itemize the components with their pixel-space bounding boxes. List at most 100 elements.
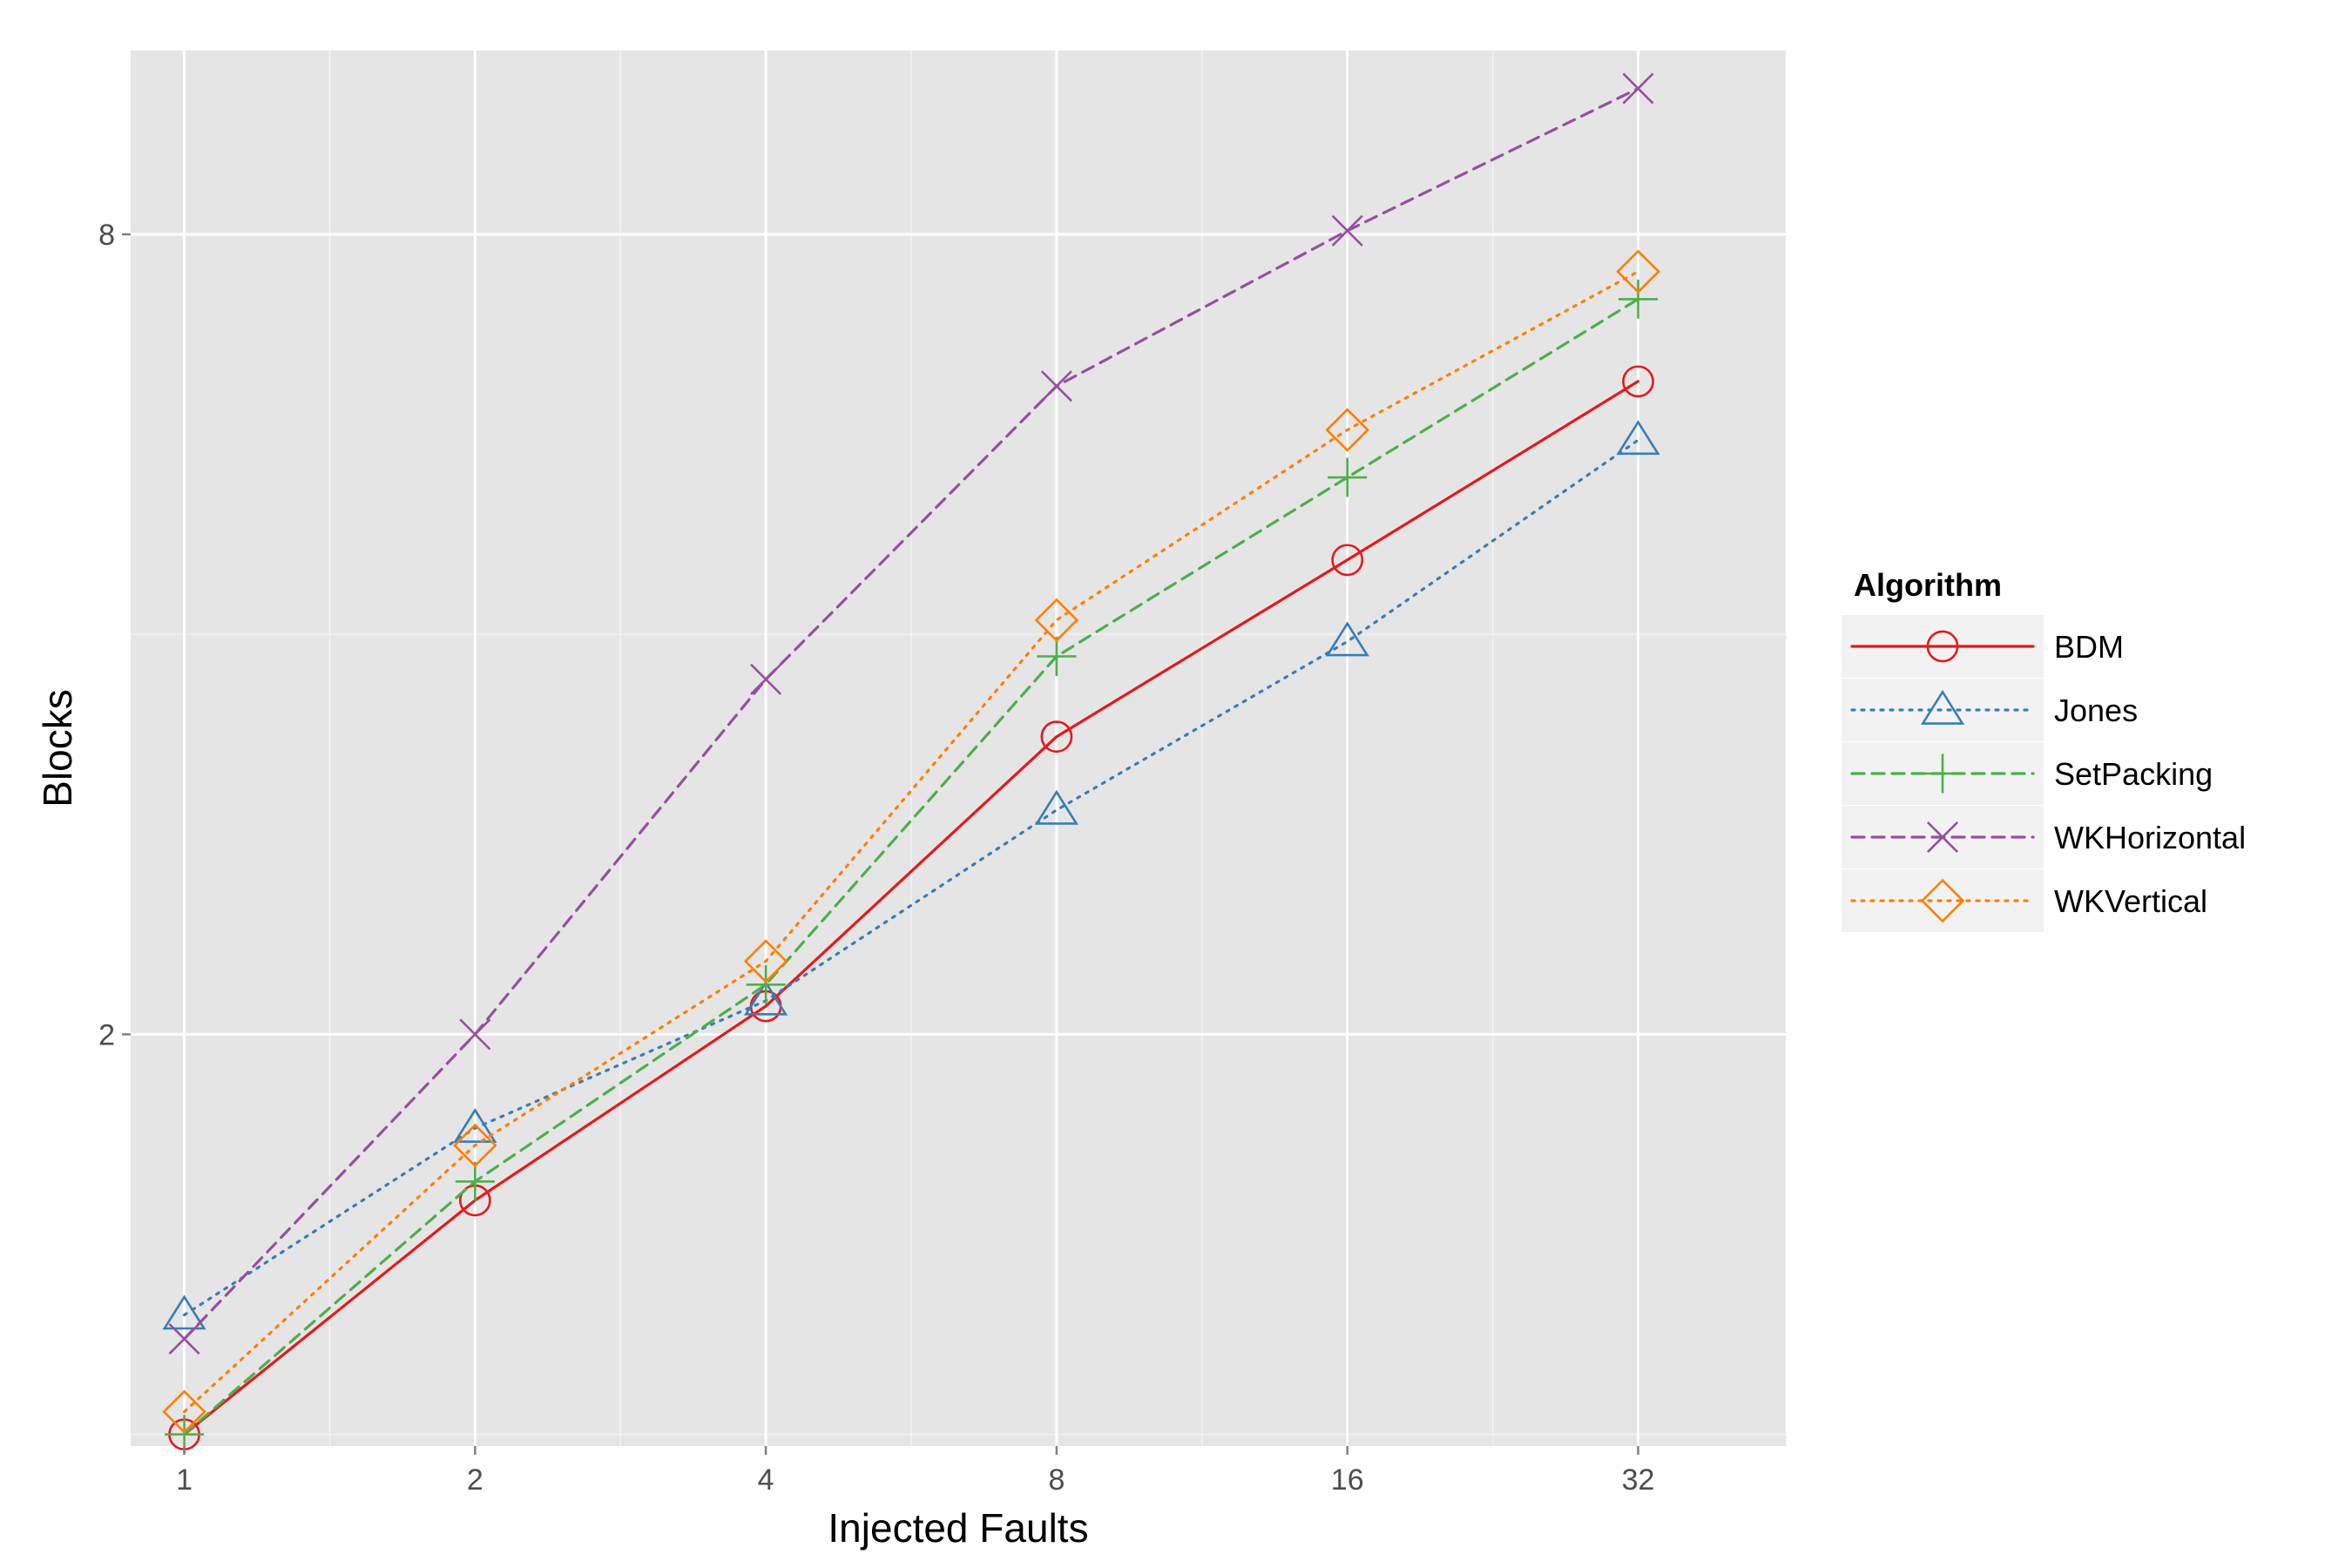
data-point-wkhorizontal-32: [1622, 72, 1654, 105]
data-point-bdm-32: [1622, 365, 1654, 398]
series-line-bdm: [183, 380, 1640, 1436]
cross-marker-b: [1040, 370, 1072, 402]
plus-marker: [1037, 637, 1077, 677]
minor-gridlines: [131, 51, 1786, 1446]
plus-marker: [1619, 279, 1659, 319]
data-point-jones-2: [453, 1107, 497, 1143]
data-point-wkvertical-2: [453, 1123, 497, 1168]
legend-item-setpacking: SetPacking: [1842, 742, 2213, 805]
diamond-marker: [453, 1123, 497, 1168]
circle-marker: [1331, 544, 1364, 577]
cross-marker-b: [1622, 72, 1654, 105]
cross-marker-b: [168, 1322, 200, 1355]
x-tick-label: 2: [467, 1463, 483, 1497]
data-point-jones-32: [1616, 420, 1660, 456]
triangle-marker: [1034, 789, 1079, 825]
data-point-setpacking-32: [1619, 279, 1659, 319]
data-point-setpacking-16: [1328, 457, 1368, 497]
axes-layer: 1 2 4 8 16 32 2 8: [98, 219, 1654, 1497]
series-layer: [162, 72, 1660, 1455]
series-wkvertical: [162, 249, 1660, 1434]
major-gridlines: [131, 51, 1786, 1446]
legend: Algorithm BDM Jones SetPacking WKHorizontal…: [1842, 567, 2246, 932]
data-point-wkhorizontal-1: [168, 1322, 200, 1355]
data-point-wkhorizontal-4: [750, 663, 782, 695]
legend-items: BDM Jones SetPacking WKHorizontal WKVertical: [1842, 615, 2246, 932]
data-point-jones-16: [1325, 621, 1369, 657]
cross-marker: [1331, 214, 1363, 247]
x-tick-label: 16: [1331, 1463, 1364, 1497]
triangle-marker: [1920, 689, 1965, 725]
triangle-marker: [162, 1294, 206, 1330]
legend-label-wkvertical: WKVertical: [2054, 883, 2207, 919]
cross-marker: [168, 1322, 200, 1355]
diamond-marker: [1325, 408, 1369, 452]
data-point-wkvertical-4: [743, 939, 788, 983]
diamond-marker: [1920, 878, 1965, 923]
series-setpacking: [165, 279, 1659, 1455]
series-line-wkhorizontal: [183, 86, 1640, 1341]
plus-marker: [1923, 754, 1963, 794]
legend-item-wkvertical: WKVertical: [1842, 869, 2207, 932]
diamond-marker: [1616, 249, 1660, 294]
circle-marker: [1040, 720, 1073, 754]
circle-marker: [1622, 365, 1654, 398]
data-point-jones-1: [162, 1294, 206, 1330]
data-point-wkvertical-32: [1616, 249, 1660, 294]
legend-label-setpacking: SetPacking: [2054, 756, 2213, 792]
series-line-setpacking: [183, 297, 1640, 1436]
legend-label-jones: Jones: [2054, 693, 2138, 728]
data-point-setpacking-2: [455, 1161, 495, 1201]
data-point-setpacking-8: [1037, 637, 1077, 677]
triangle-marker: [744, 980, 788, 1016]
legend-item-bdm: BDM: [1842, 615, 2124, 678]
circle-marker: [1926, 630, 1959, 663]
data-point-jones-8: [1034, 789, 1079, 825]
data-point-wkhorizontal-2: [459, 1018, 491, 1051]
diamond-marker: [162, 1389, 206, 1434]
x-axis-title: Injected Faults: [828, 1505, 1088, 1551]
y-tick-label: 2: [98, 1018, 115, 1051]
legend-label-bdm: BDM: [2054, 629, 2124, 665]
series-line-jones: [183, 438, 1640, 1317]
plot-panel: [131, 51, 1786, 1446]
legend-item-wkhorizontal: WKHorizontal: [1842, 806, 2246, 868]
data-point-wkvertical-1: [162, 1389, 206, 1434]
data-point-wkhorizontal-8: [1040, 370, 1072, 402]
triangle-marker: [453, 1107, 497, 1143]
cross-marker-b: [1926, 821, 1959, 854]
plus-marker: [1328, 457, 1368, 497]
triangle-marker: [1325, 621, 1369, 657]
plus-marker: [455, 1161, 495, 1201]
series-jones: [162, 420, 1660, 1330]
plus-marker: [746, 964, 786, 1004]
y-tick-label: 8: [98, 219, 115, 252]
legend-label-wkhorizontal: WKHorizontal: [2054, 820, 2246, 855]
x-tick-label: 1: [176, 1463, 193, 1497]
data-point-bdm-16: [1331, 544, 1364, 577]
y-axis-title: Blocks: [35, 689, 80, 807]
cross-marker: [1622, 72, 1654, 105]
data-point-bdm-8: [1040, 720, 1073, 754]
data-point-jones-4: [744, 980, 788, 1016]
legend-title: Algorithm: [1854, 567, 2002, 603]
cross-marker: [1926, 821, 1959, 854]
cross-marker-b: [750, 663, 782, 695]
cross-marker: [1040, 370, 1072, 402]
series-line-wkvertical: [183, 270, 1640, 1414]
cross-marker: [750, 663, 782, 695]
x-tick-label: 8: [1048, 1463, 1064, 1497]
x-tick-label: 4: [758, 1463, 774, 1497]
diamond-marker: [743, 939, 788, 983]
cross-marker-b: [1331, 214, 1363, 247]
triangle-marker: [1616, 420, 1660, 456]
data-point-wkhorizontal-16: [1331, 214, 1363, 247]
series-wkhorizontal: [168, 72, 1654, 1355]
cross-marker-b: [459, 1018, 491, 1051]
x-tick-label: 32: [1622, 1463, 1655, 1497]
diamond-marker: [1034, 598, 1079, 643]
legend-key-background: [1842, 679, 2044, 741]
data-point-setpacking-4: [746, 964, 786, 1004]
legend-item-jones: Jones: [1842, 679, 2138, 741]
